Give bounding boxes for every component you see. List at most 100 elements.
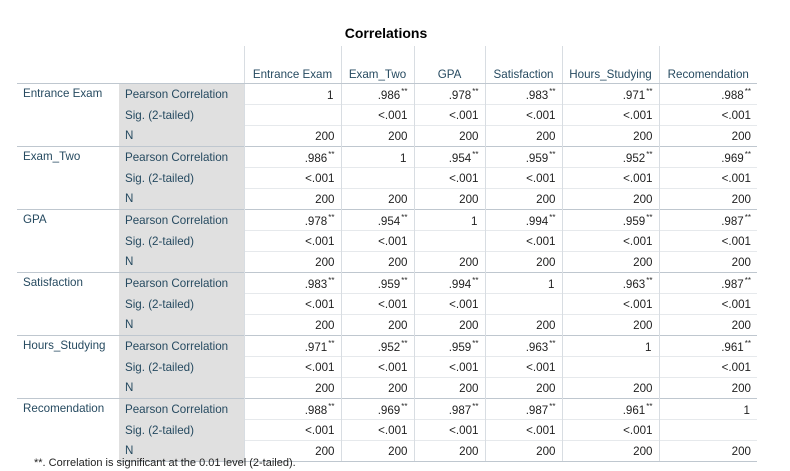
correlation-value: .952	[622, 151, 646, 165]
row-variable-label: Entrance Exam	[17, 83, 119, 147]
table-row: N 200 200 200 200 200 200	[17, 188, 757, 210]
n-cell: 200	[561, 125, 659, 147]
significance-marker: **	[646, 149, 653, 159]
sig-2-tailed-cell: <.001	[658, 167, 757, 189]
n-cell: 200	[658, 251, 757, 273]
significance-marker: **	[401, 275, 408, 285]
correlation-value: 1	[471, 214, 478, 228]
pearson-correlation-cell: .988**	[658, 83, 757, 105]
correlation-value: .954	[448, 151, 472, 165]
pearson-correlation-cell: 1	[340, 146, 414, 168]
pearson-correlation-cell: .959**	[413, 335, 485, 357]
row-variable-label: Recomendation	[17, 398, 119, 462]
n-cell: 200	[243, 440, 341, 462]
n-cell: 200	[413, 314, 485, 336]
pearson-correlation-cell: .994**	[484, 209, 562, 231]
table-row: Sig. (2-tailed) <.001 <.001 <.001 <.001 <.001	[17, 230, 757, 252]
pearson-correlation-cell: 1	[658, 398, 757, 420]
sig-2-tailed-cell: <.001	[243, 167, 341, 189]
pearson-correlation-cell: .983**	[484, 83, 562, 105]
statistic-label: Pearson Correlation	[119, 398, 244, 420]
table-row: Satisfaction Pearson Correlation .983 ** .95…	[17, 272, 757, 336]
sig-2-tailed-cell: <.001	[484, 356, 562, 378]
statistic-label: Pearson Correlation	[119, 209, 244, 231]
correlation-value: .994	[525, 214, 549, 228]
sig-2-tailed-cell: <.001	[658, 104, 757, 126]
statistic-label: Sig. (2-tailed)	[119, 230, 244, 252]
sig-2-tailed-cell: <.001	[340, 419, 414, 441]
correlation-value: .954	[377, 214, 401, 228]
n-cell: 200	[658, 314, 757, 336]
n-cell: 200	[561, 440, 659, 462]
sig-2-tailed-cell: <.001	[413, 104, 485, 126]
sig-2-tailed-cell	[340, 167, 414, 189]
correlation-value: .983	[304, 277, 328, 291]
sig-2-tailed-cell: <.001	[484, 230, 562, 252]
significance-marker: **	[328, 338, 335, 348]
table-row: Sig. (2-tailed) <.001 <.001 <.001 <.001 <.001	[17, 419, 757, 441]
n-cell: 200	[243, 125, 341, 147]
correlation-value: 1	[400, 151, 407, 165]
table-row: Sig. (2-tailed) <.001 <.001 <.001 <.001 <.001	[17, 167, 757, 189]
correlations-table: Entrance Exam Exam_Two GPA Satisfaction Hour…	[17, 46, 757, 462]
pearson-correlation-cell: .969**	[340, 398, 414, 420]
statistic-label: Pearson Correlation	[119, 335, 244, 357]
correlation-value: .969	[721, 151, 744, 165]
significance-marker: **	[744, 338, 751, 348]
sig-2-tailed-cell: <.001	[243, 230, 341, 252]
correlation-value: .978	[304, 214, 328, 228]
statistic-label: Pearson Correlation	[119, 272, 244, 294]
footnote: **. Correlation is significant at the 0.…	[34, 457, 296, 469]
sig-2-tailed-cell: <.001	[413, 167, 485, 189]
correlation-value: .959	[448, 340, 472, 354]
column-header: Exam_Two	[340, 46, 414, 84]
pearson-correlation-cell: .954**	[340, 209, 414, 231]
sig-2-tailed-cell: <.001	[413, 356, 485, 378]
pearson-correlation-cell: .986**	[340, 83, 414, 105]
statistic-label: N	[119, 440, 244, 462]
significance-marker: **	[646, 401, 653, 411]
n-cell: 200	[340, 125, 414, 147]
statistic-label: Pearson Correlation	[119, 146, 244, 168]
sig-2-tailed-cell: <.001	[484, 167, 562, 189]
pearson-correlation-cell: .952**	[340, 335, 414, 357]
correlation-value: .969	[377, 403, 401, 417]
pearson-correlation-cell: .959**	[340, 272, 414, 294]
n-cell: 200	[484, 440, 562, 462]
n-cell: 200	[243, 251, 341, 273]
n-cell: 200	[484, 314, 562, 336]
n-cell: 200	[484, 377, 562, 399]
pearson-correlation-cell: .987**	[484, 398, 562, 420]
sig-2-tailed-cell: <.001	[658, 230, 757, 252]
n-cell: 200	[340, 440, 414, 462]
correlation-value: .952	[377, 340, 401, 354]
correlation-value: .963	[622, 277, 646, 291]
correlation-value: .961	[721, 340, 744, 354]
table-row: Hours_Studying Pearson Correlation .971**.…	[17, 335, 757, 399]
correlation-value: .986	[377, 88, 401, 102]
table-row: N 200 200 200 200 200 200	[17, 125, 757, 147]
correlation-value: .959	[377, 277, 401, 291]
table-row: N 200 200 200 200 200 200	[17, 251, 757, 273]
sig-2-tailed-cell	[484, 293, 562, 315]
significance-marker: **	[472, 401, 479, 411]
row-variable-label: GPA	[17, 209, 119, 273]
correlation-value: .963	[525, 340, 549, 354]
row-variable-label: Satisfaction	[17, 272, 119, 336]
correlation-value: 1	[327, 88, 334, 102]
sig-2-tailed-cell: <.001	[340, 230, 414, 252]
statistic-label: N	[119, 377, 244, 399]
sig-2-tailed-cell: <.001	[561, 293, 659, 315]
correlation-value: .987	[721, 214, 744, 228]
pearson-correlation-cell: .978**	[243, 209, 341, 231]
n-cell: 200	[484, 125, 562, 147]
sig-2-tailed-cell: <.001	[658, 293, 757, 315]
correlation-value: .959	[622, 214, 646, 228]
significance-marker: **	[472, 149, 479, 159]
pearson-correlation-cell: .971**	[243, 335, 341, 357]
table-row: Entrance Exam Pearson Correlation 1.986**.…	[17, 83, 757, 147]
n-cell: 200	[658, 440, 757, 462]
sig-2-tailed-cell	[658, 419, 757, 441]
significance-marker: **	[744, 149, 751, 159]
significance-marker: **	[472, 86, 479, 96]
